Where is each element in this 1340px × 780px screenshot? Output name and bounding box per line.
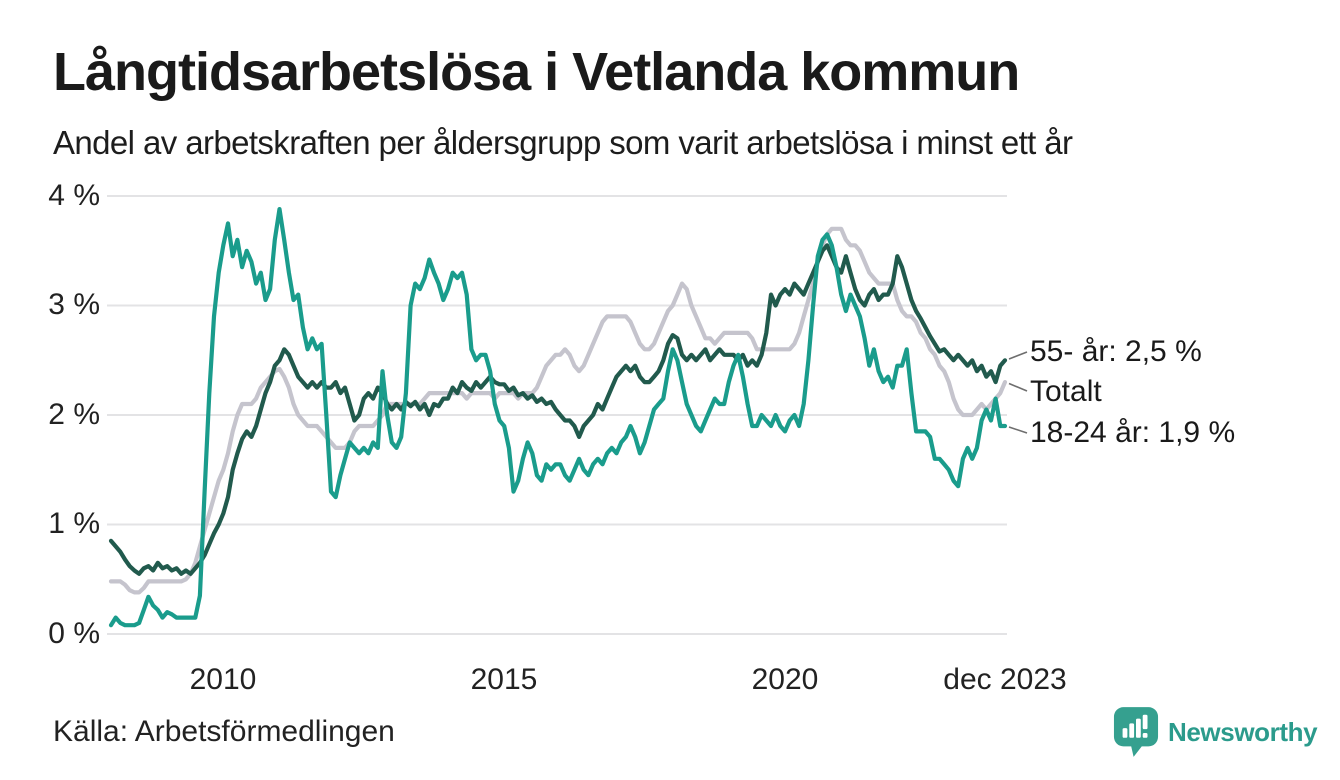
y-axis-label-4pct: 4 % (48, 179, 100, 212)
x-axis-label-2015: 2015 (470, 663, 538, 696)
y-axis-label-0pct: 0 % (48, 617, 100, 650)
series-label-55-ar: 55- år: 2,5 % (1030, 335, 1202, 368)
label-connector-totalt (1008, 382, 1028, 392)
label-connectors (1008, 351, 1028, 434)
x-axis-label-2010: 2010 (189, 663, 257, 696)
series-line-totalt (108, 226, 1008, 595)
newsworthy-wordmark: Newsworthy (1168, 717, 1318, 747)
x-axis-label-2020: 2020 (751, 663, 819, 696)
label-connector-18-24-ar (1008, 426, 1028, 434)
y-axis-label-3pct: 3 % (48, 288, 100, 321)
newsworthy-logo[interactable]: Newsworthy (1113, 706, 1318, 758)
x-axis-label-dec2023: dec 2023 (943, 663, 1067, 696)
series-line-18-24-ar (108, 207, 1008, 628)
series-line-55-ar (108, 243, 1008, 576)
series-label-18-24-ar: 18-24 år: 1,9 % (1030, 416, 1236, 449)
y-axis-label-1pct: 1 % (48, 507, 100, 540)
page-subtitle: Andel av arbetskraften per åldersgrupp s… (53, 124, 1073, 161)
y-axis-label-2pct: 2 % (48, 398, 100, 431)
newsworthy-logo-icon (1113, 707, 1159, 757)
source-note: Källa: Arbetsförmedlingen (53, 715, 395, 748)
page-title: Långtidsarbetslösa i Vetlanda kommun (53, 42, 1020, 102)
series-label-totalt: Totalt (1030, 375, 1102, 408)
label-connector-55-ar (1008, 351, 1028, 360)
